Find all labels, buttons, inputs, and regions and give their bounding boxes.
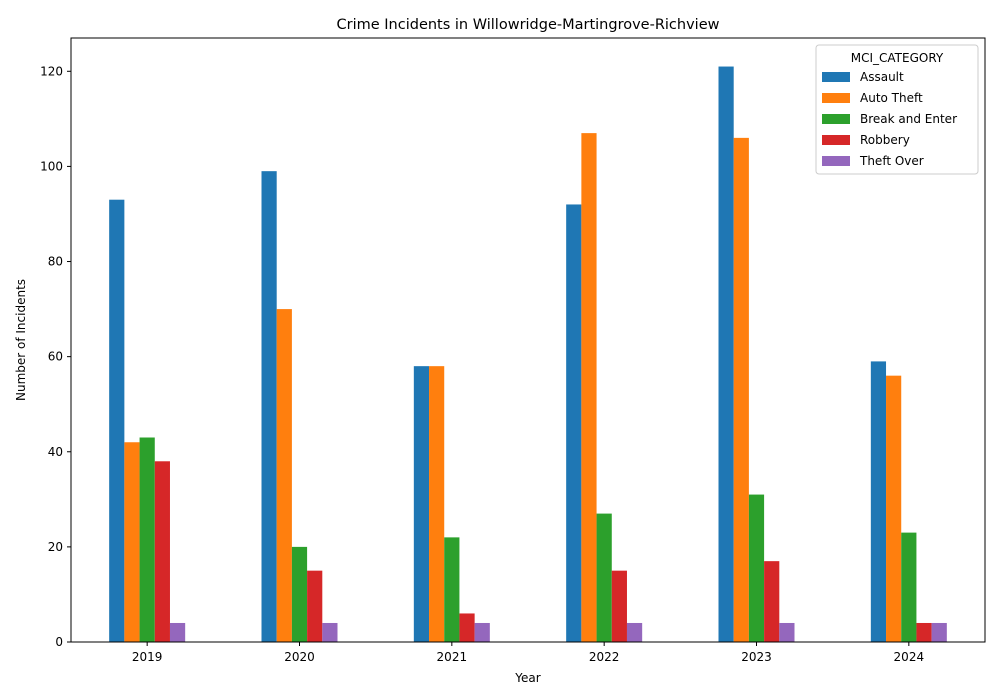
bar-theft-over-2019 <box>169 622 186 642</box>
bar-auto-theft-2019 <box>124 442 140 642</box>
y-tick-label: 80 <box>48 255 63 269</box>
bar-auto-theft-2020 <box>276 309 292 642</box>
legend-swatch-assault <box>822 72 850 82</box>
bar-break-and-enter-2020 <box>291 546 308 642</box>
y-axis-title: Number of Incidents <box>14 279 28 401</box>
bar-break-and-enter-2022 <box>596 513 612 642</box>
x-tick-label: 2021 <box>437 650 468 664</box>
bar-robbery-2019 <box>154 461 170 642</box>
bar-auto-theft-2022 <box>581 133 597 642</box>
legend-items: Assault Auto Theft Break and Enter Robbery T… <box>822 70 957 168</box>
x-axis: 2019 2020 2021 2022 2023 2024 <box>132 642 924 664</box>
bar-theft-over-2021 <box>474 622 490 642</box>
bar-robbery-2020 <box>307 570 323 642</box>
x-tick-label: 2020 <box>284 650 315 664</box>
bar-break-and-enter-2024 <box>901 532 917 642</box>
chart-title: Crime Incidents in Willowridge-Martingro… <box>337 17 720 33</box>
bar-break-and-enter-2019 <box>139 437 155 642</box>
bar-robbery-2021 <box>459 613 475 642</box>
bar-auto-theft-2024 <box>886 375 902 642</box>
y-tick-label: 20 <box>48 540 63 554</box>
y-tick-label: 60 <box>48 350 63 364</box>
legend: MCI_CATEGORY Assault Auto Theft Break and … <box>815 44 979 175</box>
bars-group <box>109 66 947 643</box>
bar-assault-2021 <box>413 366 430 642</box>
bar-assault-2020 <box>261 171 277 643</box>
legend-label-assault: Assault <box>860 70 904 84</box>
y-tick-label: 0 <box>55 635 63 649</box>
bar-robbery-2023 <box>764 561 780 642</box>
x-tick-label: 2022 <box>589 650 620 664</box>
legend-box <box>815 44 979 175</box>
x-tick-label: 2023 <box>741 650 772 664</box>
x-tick-label: 2019 <box>132 650 163 664</box>
y-tick-label: 120 <box>40 64 63 78</box>
bar-theft-over-2024 <box>931 622 947 642</box>
bar-break-and-enter-2021 <box>444 537 460 642</box>
x-axis-title: Year <box>514 671 540 685</box>
legend-label-theft-over: Theft Over <box>859 154 924 168</box>
plot-frame <box>70 37 986 643</box>
bar-assault-2019 <box>109 199 125 642</box>
y-tick-label: 40 <box>48 445 63 459</box>
bar-theft-over-2020 <box>322 622 338 642</box>
legend-swatch-auto-theft <box>822 93 850 103</box>
legend-swatch-theft-over <box>822 156 850 166</box>
legend-swatch-robbery <box>822 135 850 145</box>
bar-assault-2023 <box>718 66 734 643</box>
bar-robbery-2024 <box>916 622 932 642</box>
bar-auto-theft-2023 <box>733 137 749 642</box>
bar-assault-2022 <box>566 204 582 642</box>
legend-swatch-break-and-enter <box>822 114 850 124</box>
bar-assault-2024 <box>870 361 887 642</box>
bar-theft-over-2022 <box>626 622 643 642</box>
y-axis: 0 20 40 60 80 100 120 <box>40 64 71 649</box>
legend-label-break-and-enter: Break and Enter <box>860 112 957 126</box>
legend-label-auto-theft: Auto Theft <box>860 91 923 105</box>
legend-title: MCI_CATEGORY <box>851 51 944 65</box>
legend-label-robbery: Robbery <box>860 133 910 147</box>
y-tick-label: 100 <box>40 159 63 173</box>
bar-theft-over-2023 <box>779 622 795 642</box>
bar-break-and-enter-2023 <box>748 494 765 642</box>
bar-auto-theft-2021 <box>429 366 445 642</box>
x-tick-label: 2024 <box>894 650 925 664</box>
bar-robbery-2022 <box>611 570 627 642</box>
